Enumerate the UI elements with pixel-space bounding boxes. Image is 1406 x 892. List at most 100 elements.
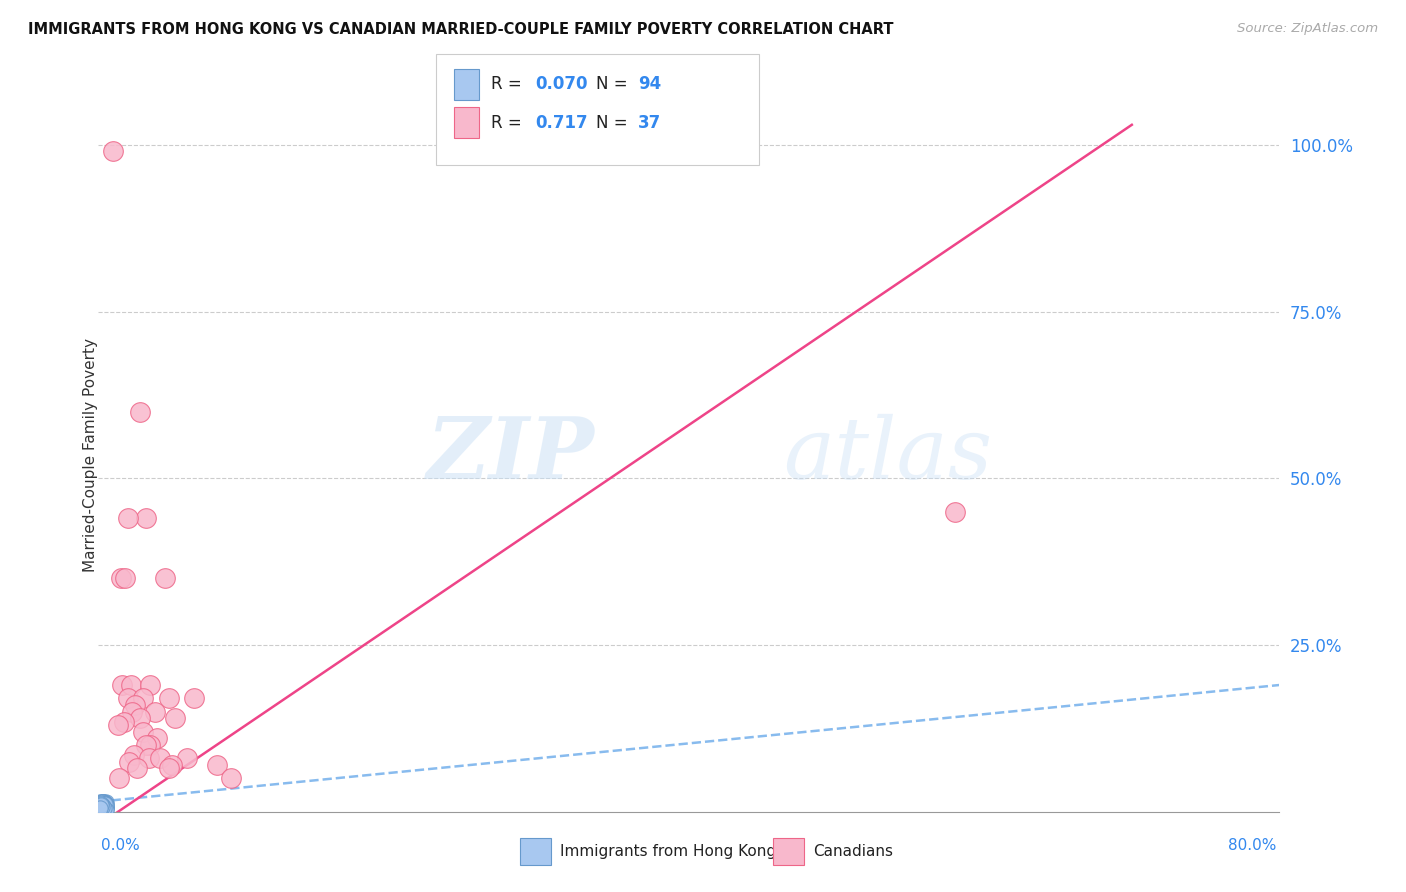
Point <box>90 802 112 816</box>
Point <box>91 796 114 810</box>
Point <box>89 798 111 813</box>
Point <box>93 797 115 811</box>
Point <box>162 758 183 772</box>
Text: Source: ZipAtlas.com: Source: ZipAtlas.com <box>1237 22 1378 36</box>
Point <box>165 711 187 725</box>
Point <box>90 803 112 817</box>
Point <box>91 801 114 815</box>
Point <box>93 798 115 813</box>
Point <box>205 758 228 772</box>
Point <box>91 798 114 813</box>
Point <box>93 803 115 817</box>
Point <box>91 797 114 812</box>
Point <box>91 804 114 818</box>
Point <box>114 571 136 585</box>
Point <box>112 714 135 729</box>
Point <box>91 796 114 810</box>
Point <box>94 798 117 813</box>
Point <box>91 797 114 811</box>
Point <box>89 796 111 810</box>
Point <box>90 801 112 815</box>
Point <box>93 801 115 815</box>
Point <box>94 797 117 812</box>
Point <box>90 798 112 813</box>
Point <box>221 772 243 786</box>
Point <box>93 802 115 816</box>
Point <box>90 795 112 809</box>
Point <box>90 796 112 810</box>
Point <box>125 761 148 775</box>
Point <box>93 803 115 817</box>
Point <box>93 804 115 818</box>
Point <box>90 801 112 815</box>
Point <box>91 797 114 812</box>
Point <box>91 798 114 813</box>
Text: R =: R = <box>491 75 527 94</box>
Point <box>89 801 111 815</box>
Point <box>90 798 112 813</box>
Text: 94: 94 <box>638 75 662 94</box>
Point <box>91 800 114 814</box>
Point <box>103 145 125 159</box>
Point <box>124 698 146 712</box>
Point <box>132 724 155 739</box>
Point <box>117 511 139 525</box>
Point <box>94 798 117 813</box>
Point <box>94 801 117 815</box>
Point <box>94 799 117 814</box>
Point <box>89 804 111 818</box>
Point <box>89 801 111 815</box>
Text: N =: N = <box>596 113 633 132</box>
Point <box>93 801 115 815</box>
Point <box>94 801 117 815</box>
Point <box>110 571 132 585</box>
Point <box>91 802 114 816</box>
Point <box>146 731 169 746</box>
Point <box>91 801 114 815</box>
Point <box>90 803 112 817</box>
Point <box>94 797 117 812</box>
Point <box>117 691 139 706</box>
Point <box>157 761 180 775</box>
Point <box>89 802 111 816</box>
Point <box>90 797 112 812</box>
Point <box>90 798 112 813</box>
Text: N =: N = <box>596 75 633 94</box>
Point <box>91 795 114 809</box>
Text: 0.070: 0.070 <box>536 75 588 94</box>
Point <box>91 798 114 813</box>
Point <box>93 796 115 810</box>
Point <box>149 751 172 765</box>
Point <box>128 404 150 418</box>
Point <box>107 718 129 732</box>
Point <box>90 799 112 814</box>
Point <box>93 799 115 814</box>
Point <box>89 797 111 812</box>
Point <box>91 801 114 815</box>
Point <box>122 747 145 762</box>
Point <box>90 797 112 811</box>
Point <box>93 797 115 811</box>
Text: 0.0%: 0.0% <box>101 838 141 854</box>
Point <box>143 705 166 719</box>
Point <box>138 751 160 765</box>
Point <box>90 800 112 814</box>
Point <box>943 505 966 519</box>
Point <box>94 795 117 809</box>
Point <box>120 678 142 692</box>
Text: Canadians: Canadians <box>813 845 893 859</box>
Point <box>93 802 115 816</box>
Point <box>176 751 198 765</box>
Point <box>91 799 114 814</box>
Point <box>93 799 115 814</box>
Point <box>94 796 117 810</box>
Text: R =: R = <box>491 113 531 132</box>
Point <box>89 798 111 813</box>
Point <box>135 511 157 525</box>
Point <box>89 799 111 814</box>
Point <box>90 798 112 813</box>
Text: 80.0%: 80.0% <box>1229 838 1277 854</box>
Point <box>91 801 114 815</box>
Point <box>94 798 117 813</box>
Point <box>91 799 114 814</box>
